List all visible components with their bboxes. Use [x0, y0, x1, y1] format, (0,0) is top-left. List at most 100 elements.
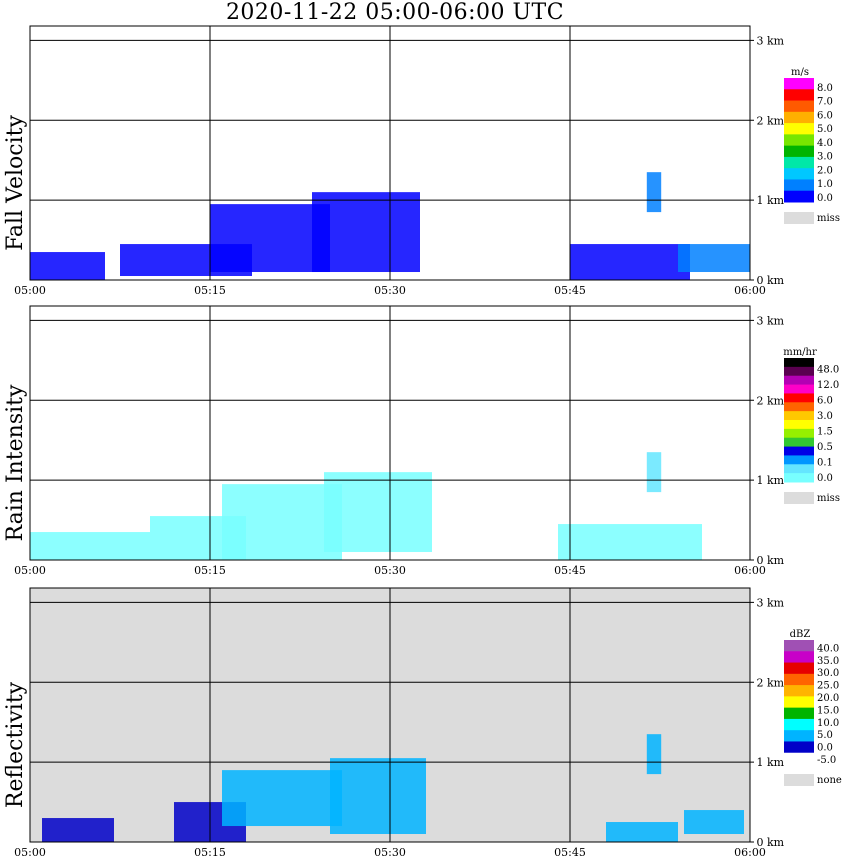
colorbar-swatch	[784, 473, 814, 483]
colorbar-label: 4.0	[817, 138, 833, 149]
echo-blob	[646, 172, 662, 213]
colorbar-swatch	[784, 78, 814, 90]
colorbar-swatch	[784, 420, 814, 430]
colorbar-label: 30.0	[817, 668, 839, 679]
panel-rain-intensity: 05:00 05:15 05:30 05:45 06:00 0 km 1 km 2 km…	[3, 305, 840, 577]
echo-blob	[30, 532, 150, 560]
colorbar-unit: mm/hr	[783, 347, 817, 358]
x-tick-label: 06:00	[734, 284, 766, 297]
chart-title: 2020-11-22 05:00-06:00 UTC	[225, 0, 565, 25]
y-tick-label: 0 km	[753, 836, 785, 849]
y-tick-label: 0 km	[753, 554, 785, 567]
y-tick-label: 0 km	[753, 274, 785, 287]
y-axis-label: Rain Intensity	[3, 384, 28, 541]
colorbar-swatch	[784, 366, 814, 377]
echo-blob	[312, 192, 420, 273]
echo-blob	[570, 244, 690, 280]
colorbar-swatch	[784, 384, 814, 394]
y-tick-label: 2 km	[753, 394, 785, 407]
y-axis-label: Reflectivity	[3, 681, 28, 808]
colorbar-swatch	[784, 730, 814, 742]
panel-fall-velocity: 05:00 05:15 05:30 05:45 06:00 0 km 1 km 2 km…	[3, 25, 840, 297]
colorbar-swatch	[784, 111, 814, 124]
colorbar-label: 40.0	[817, 643, 839, 654]
colorbar-label: 3.0	[817, 411, 833, 422]
echo-blob	[222, 484, 342, 560]
colorbar-swatch	[784, 375, 814, 386]
data-layer	[30, 452, 702, 560]
colorbar-missing-swatch	[784, 212, 814, 224]
colorbar-swatch	[784, 190, 814, 203]
x-tick-label: 05:15	[194, 564, 226, 577]
colorbar-swatch	[784, 718, 814, 731]
colorbar-swatch	[784, 741, 814, 754]
colorbar-missing-label: none	[817, 775, 842, 786]
x-tick-label: 06:00	[734, 564, 766, 577]
colorbar-label: 2.0	[817, 165, 833, 176]
colorbar-label: 0.0	[817, 193, 833, 204]
colorbar-unit: dBZ	[790, 629, 811, 640]
echo-blob	[330, 758, 426, 835]
x-tick-label: 05:00	[14, 564, 46, 577]
y-tick-label: 3 km	[753, 314, 785, 327]
colorbar-label: 5.0	[817, 730, 833, 741]
colorbar-label: 25.0	[817, 681, 839, 692]
colorbar-swatch	[784, 145, 814, 158]
colorbar-label: 7.0	[817, 97, 833, 108]
colorbar-label: 20.0	[817, 693, 839, 704]
x-tick-label: 05:45	[554, 284, 586, 297]
plot-frame	[29, 305, 751, 561]
panel-reflectivity: 05:00 05:15 05:30 05:45 06:00 0 km 1 km 2 km…	[3, 587, 842, 859]
colorbar-swatch	[784, 393, 814, 403]
colorbar-missing-swatch	[784, 774, 814, 786]
x-tick-label: 05:00	[14, 284, 46, 297]
data-layer	[30, 172, 750, 280]
x-tick-label: 05:15	[194, 284, 226, 297]
colorbar-label: 3.0	[817, 152, 833, 163]
y-tick-label: 1 km	[753, 474, 785, 487]
colorbar-label: 15.0	[817, 705, 839, 716]
colorbar-swatch	[784, 696, 814, 709]
colorbar-swatch	[784, 707, 814, 720]
colorbar-missing-label: miss	[817, 493, 840, 504]
y-tick-label: 3 km	[753, 34, 785, 47]
colorbar-label: 1.5	[817, 427, 833, 438]
x-tick-label: 06:00	[734, 846, 766, 859]
colorbar-swatch	[784, 464, 814, 474]
y-axis-label: Fall Velocity	[3, 115, 28, 251]
colorbar-swatch	[784, 752, 814, 765]
colorbar-swatch	[784, 179, 814, 192]
x-tick-label: 05:45	[554, 846, 586, 859]
x-tick-label: 05:45	[554, 564, 586, 577]
y-tick-label: 1 km	[753, 756, 785, 769]
y-tick-label: 2 km	[753, 676, 785, 689]
echo-blob	[646, 734, 662, 775]
colorbar-label: 5.0	[817, 124, 833, 135]
echo-blob	[678, 244, 750, 273]
colorbar-label: 0.0	[817, 743, 833, 754]
colorbar-label: 35.0	[817, 656, 839, 667]
colorbar-missing-label: miss	[817, 213, 840, 224]
colorbar-swatch	[784, 358, 814, 368]
echo-blob	[684, 810, 744, 835]
colorbar-label: 10.0	[817, 718, 839, 729]
colorbar-swatch	[784, 156, 814, 169]
colorbar-label: 1.0	[817, 179, 833, 190]
plot-frame	[29, 587, 751, 843]
colorbar-label: 48.0	[817, 365, 839, 376]
colorbar-swatch	[784, 455, 814, 465]
x-tick-label: 05:15	[194, 846, 226, 859]
echo-blob	[646, 452, 662, 493]
colorbar-label: 0.0	[817, 473, 833, 484]
plot-frame	[29, 25, 751, 281]
colorbar-label: 8.0	[817, 83, 833, 94]
x-tick-label: 05:30	[374, 284, 406, 297]
colorbar-missing-swatch	[784, 492, 814, 504]
colorbar-swatch	[784, 437, 814, 448]
colorbar-swatch	[784, 168, 814, 180]
colorbar-swatch	[784, 134, 814, 147]
colorbar-swatch	[784, 673, 814, 686]
echo-blob	[324, 472, 432, 553]
echo-blob	[30, 252, 105, 280]
echo-blob	[606, 822, 678, 842]
